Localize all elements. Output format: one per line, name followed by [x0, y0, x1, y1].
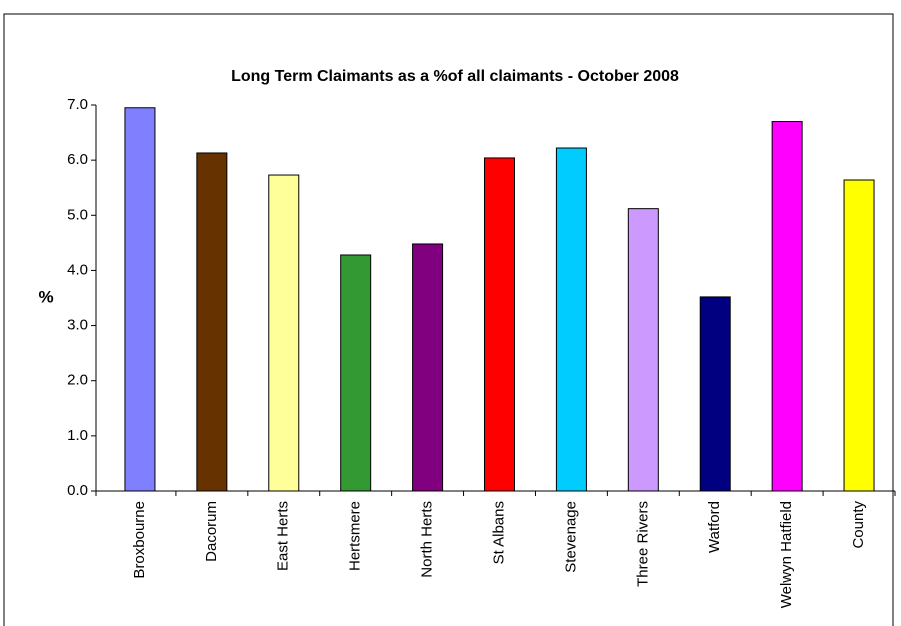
bar	[627, 208, 659, 492]
x-tick-label: Welwyn Hatfield	[778, 501, 795, 608]
bar	[555, 147, 587, 492]
x-tick-label: St Albans	[490, 501, 507, 564]
bar	[699, 296, 731, 492]
bar	[771, 121, 803, 492]
x-tick-label: Dacorum	[203, 501, 220, 562]
y-tick-label: 7.0	[67, 96, 88, 113]
y-tick-label: 3.0	[67, 317, 88, 334]
y-tick-label: 6.0	[67, 151, 88, 168]
y-tick-label: 4.0	[67, 261, 88, 278]
x-tick-label: East Herts	[275, 501, 292, 571]
x-tick-label: Stevenage	[562, 501, 579, 573]
bar	[412, 243, 444, 492]
x-tick-label: Hertsmere	[347, 501, 364, 571]
y-tick-label: 2.0	[67, 372, 88, 389]
y-tick-label: 5.0	[67, 206, 88, 223]
x-tick-label: County	[850, 501, 867, 549]
x-tick-label: North Herts	[419, 501, 436, 578]
bar	[124, 107, 156, 492]
chart-frame	[3, 13, 894, 626]
bar	[340, 254, 372, 492]
y-tick-label: 1.0	[67, 427, 88, 444]
x-tick-label: Watford	[706, 501, 723, 553]
bar	[196, 152, 228, 492]
x-tick-label: Three Rivers	[634, 501, 651, 587]
chart-title: Long Term Claimants as a %of all claiman…	[231, 68, 679, 85]
y-tick-label: 0.0	[67, 482, 88, 499]
x-tick-label: Broxbourne	[131, 501, 148, 579]
bar	[268, 174, 300, 492]
y-axis-label: %	[38, 287, 53, 306]
bar	[843, 179, 875, 492]
bar	[484, 157, 515, 492]
